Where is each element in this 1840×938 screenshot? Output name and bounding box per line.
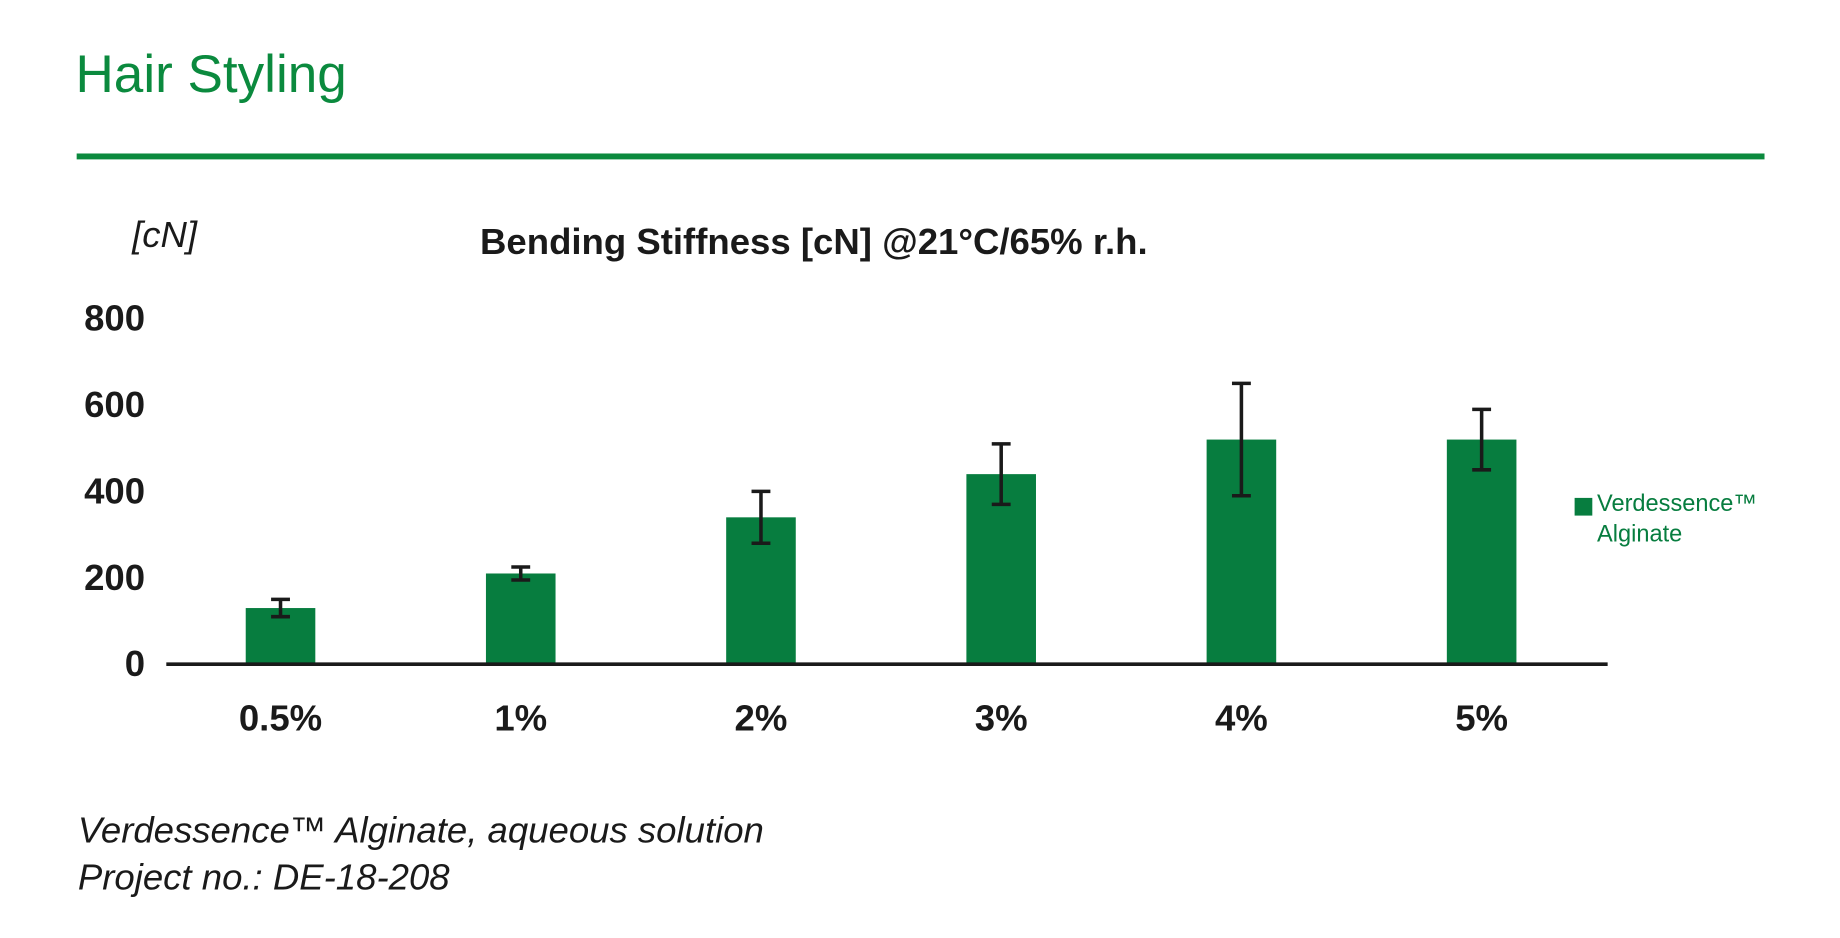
y-tick-label: 600 [84,384,145,425]
chart-title: Bending Stiffness [cN] @21°C/65% r.h. [480,221,1148,262]
bar [1446,439,1517,665]
legend-label: Verdessence™ Alginate [1597,490,1758,548]
x-tick-label: 2% [735,697,788,738]
x-tick-label: 3% [975,697,1028,738]
error-bar [271,597,290,619]
error-bar [1231,381,1251,498]
page-title: Hair Styling [75,45,346,104]
error-bar [511,565,531,582]
x-tick-label: 4% [1215,697,1268,738]
y-tick-label: 400 [84,470,145,511]
note: Verdessence™ Alginate, aqueous solution [78,810,764,851]
y-axis-label: [cN] [131,214,198,255]
note: Project no.: DE-18-208 [78,857,450,898]
error-bar [1472,407,1492,472]
error-bar [991,442,1011,507]
legend-swatch [1574,497,1593,516]
y-tick-label: 200 [84,557,145,598]
x-tick-label: 5% [1455,697,1508,738]
bar [485,573,556,665]
legend-entry: Verdessence™ Alginate [1597,490,1758,548]
x-tick-label: 0.5% [239,697,322,738]
error-bar [751,489,771,546]
title-rule [76,153,1765,160]
y-tick-label: 800 [84,298,145,339]
x-tick-label: 1% [494,697,547,738]
y-tick-label: 0 [125,643,145,684]
